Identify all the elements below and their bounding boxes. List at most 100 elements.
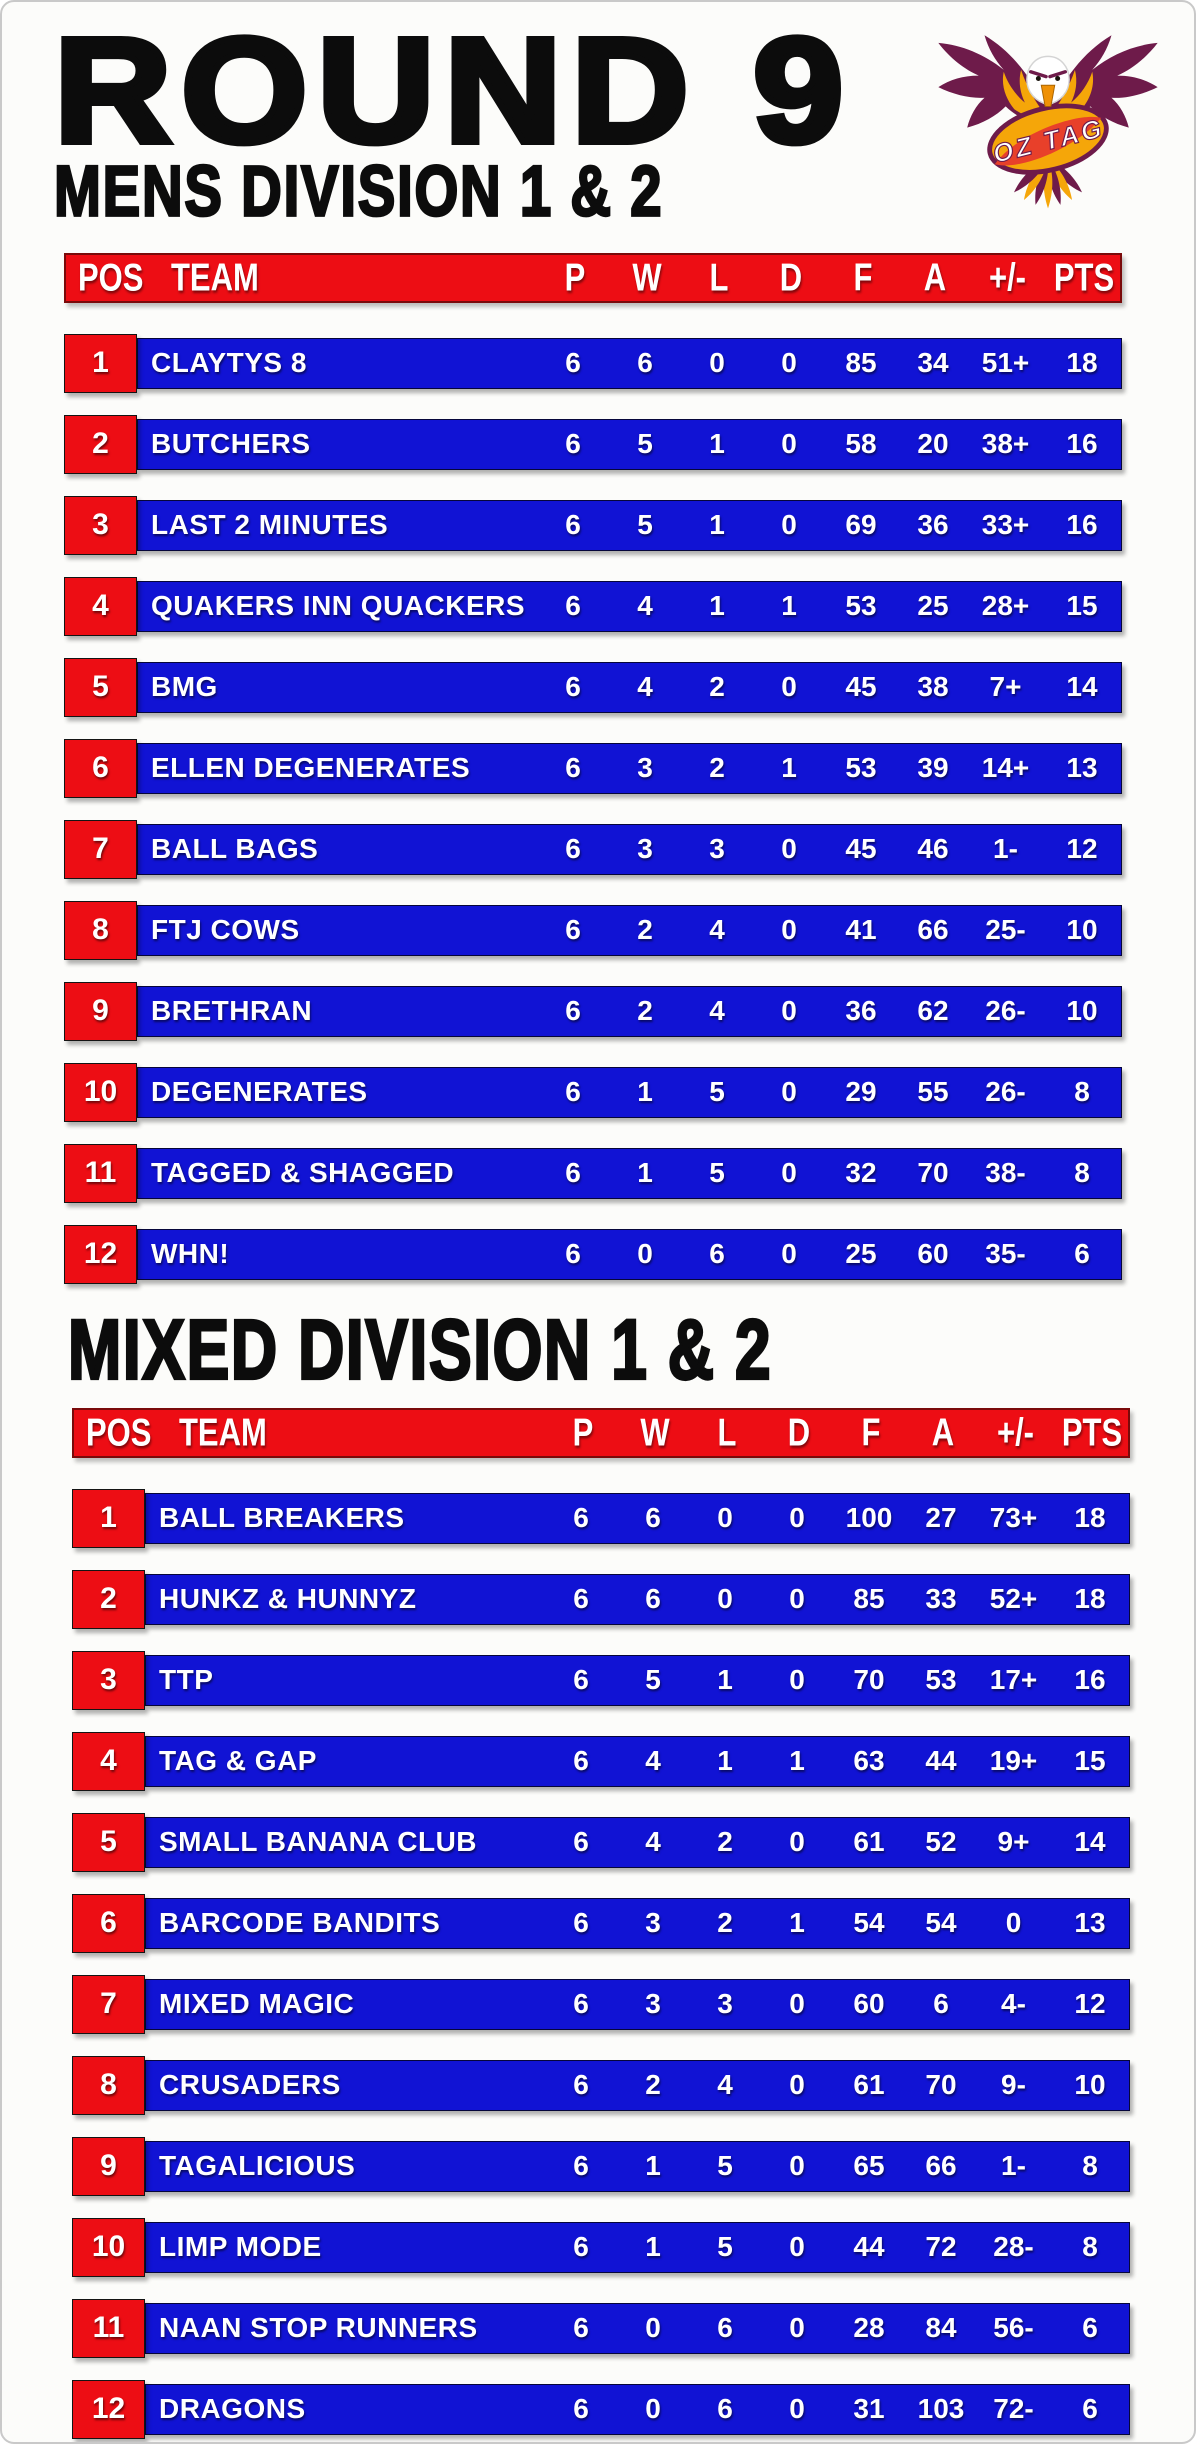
wins-cell: 5: [637, 509, 653, 541]
losses-cell: 6: [709, 1238, 725, 1270]
oz-tag-ball-icon: OZ TAG: [987, 103, 1109, 175]
points-cell: 13: [1066, 752, 1098, 784]
table-row: 12 WHN! 6 0 6 0 25 60 35- 6: [64, 1224, 1122, 1284]
position-badge: 3: [64, 495, 137, 555]
played-cell: 6: [565, 347, 581, 379]
wins-cell: 3: [637, 833, 653, 865]
col-draws: D: [787, 1410, 811, 1455]
losses-cell: 4: [717, 2069, 733, 2101]
position-badge: 8: [64, 900, 137, 960]
for-cell: 32: [845, 1157, 877, 1189]
row-bar: [137, 904, 1122, 956]
position-badge: 5: [72, 1812, 145, 1872]
table-row: 10 DEGENERATES 6 1 5 0 29 55 26- 8: [64, 1062, 1122, 1122]
row-bar: [137, 661, 1122, 713]
against-cell: 70: [917, 1157, 949, 1189]
against-cell: 33: [925, 1583, 957, 1615]
plusminus-cell: 38+: [981, 428, 1030, 460]
points-cell: 14: [1074, 1826, 1106, 1858]
table-row: 5 BMG 6 4 2 0 45 38 7+ 14: [64, 657, 1122, 717]
position-badge: 5: [64, 657, 137, 717]
against-cell: 66: [925, 2150, 957, 2182]
wins-cell: 1: [645, 2150, 661, 2182]
col-team: TEAM: [171, 255, 259, 300]
row-grid: LIMP MODE 6 1 5 0 44 72 28- 8: [72, 2218, 1130, 2277]
team-cell: QUAKERS INN QUACKERS: [151, 590, 526, 622]
against-cell: 6: [933, 1988, 949, 2020]
plusminus-cell: 73+: [989, 1502, 1038, 1534]
against-cell: 39: [917, 752, 949, 784]
row-bar: [137, 823, 1122, 875]
position-badge: 11: [64, 1143, 137, 1203]
points-cell: 8: [1082, 2231, 1098, 2263]
plusminus-cell: 19+: [989, 1745, 1038, 1777]
losses-cell: 2: [709, 752, 725, 784]
draws-cell: 0: [781, 509, 797, 541]
row-grid: BRETHRAN 6 2 4 0 36 62 26- 10: [64, 982, 1122, 1041]
wins-cell: 4: [637, 671, 653, 703]
plusminus-cell: 56-: [993, 2312, 1034, 2344]
position-badge: 10: [72, 2217, 145, 2277]
plusminus-cell: 17+: [989, 1664, 1038, 1696]
mens-division-heading: MENS DIVISION 1 & 2: [53, 150, 664, 232]
position-badge: 1: [72, 1488, 145, 1548]
losses-cell: 1: [709, 428, 725, 460]
table-row: 3 LAST 2 MINUTES 6 5 1 0 69 36 33+ 16: [64, 495, 1122, 555]
draws-cell: 0: [789, 2069, 805, 2101]
points-cell: 14: [1066, 671, 1098, 703]
row-grid: BUTCHERS 6 5 1 0 58 20 38+ 16: [64, 415, 1122, 474]
losses-cell: 5: [717, 2231, 733, 2263]
losses-cell: 4: [709, 914, 725, 946]
wins-cell: 3: [645, 1907, 661, 1939]
for-cell: 69: [845, 509, 877, 541]
for-cell: 58: [845, 428, 877, 460]
position-badge: 10: [64, 1062, 137, 1122]
mixed-rows: 1 BALL BREAKERS 6 6 0 0 100 27 73+ 18 2 HUNKZ & HUN…: [72, 1458, 1130, 2439]
table-row: 2 BUTCHERS 6 5 1 0 58 20 38+ 16: [64, 414, 1122, 474]
table-row: 11 TAGGED & SHAGGED 6 1 5 0 32 70 38- 8: [64, 1143, 1122, 1203]
team-cell: BARCODE BANDITS: [159, 1907, 441, 1939]
played-cell: 6: [565, 1157, 581, 1189]
draws-cell: 0: [781, 1238, 797, 1270]
for-cell: 63: [853, 1745, 885, 1777]
team-cell: NAAN STOP RUNNERS: [159, 2312, 478, 2344]
against-cell: 44: [925, 1745, 957, 1777]
played-cell: 6: [573, 2069, 589, 2101]
col-against: A: [923, 255, 947, 300]
played-cell: 6: [573, 2231, 589, 2263]
points-cell: 10: [1074, 2069, 1106, 2101]
points-cell: 8: [1074, 1076, 1090, 1108]
mens-rows: 1 CLAYTYS 8 6 6 0 0 85 34 51+ 18 2 BUTCHERS 6 5 1 0 58 20…: [64, 303, 1122, 1284]
row-grid: TAG & GAP 6 4 1 1 63 44 19+ 15: [72, 1732, 1130, 1791]
points-cell: 10: [1066, 995, 1098, 1027]
row-bar: [145, 1654, 1130, 1706]
plusminus-cell: 4-: [1001, 1988, 1026, 2020]
for-cell: 85: [845, 347, 877, 379]
against-cell: 25: [917, 590, 949, 622]
draws-cell: 0: [781, 671, 797, 703]
draws-cell: 0: [789, 1664, 805, 1696]
col-losses: L: [709, 255, 729, 300]
oz-tag-eagle-logo: OZ TAG: [938, 35, 1158, 209]
position-badge: 3: [72, 1650, 145, 1710]
team-cell: BALL BAGS: [151, 833, 319, 865]
for-cell: 53: [845, 752, 877, 784]
points-cell: 6: [1082, 2312, 1098, 2344]
table-row: 9 TAGALICIOUS 6 1 5 0 65 66 1- 8: [72, 2136, 1130, 2196]
row-grid: BALL BAGS 6 3 3 0 45 46 1- 12: [64, 820, 1122, 879]
table-row: 1 CLAYTYS 8 6 6 0 0 85 34 51+ 18: [64, 333, 1122, 393]
row-bar: [145, 1816, 1130, 1868]
against-cell: 36: [917, 509, 949, 541]
played-cell: 6: [565, 671, 581, 703]
row-grid: QUAKERS INN QUACKERS 6 4 1 1 53 25 28+ 15: [64, 577, 1122, 636]
played-cell: 6: [573, 2312, 589, 2344]
losses-cell: 4: [709, 995, 725, 1027]
wins-cell: 1: [637, 1076, 653, 1108]
plusminus-cell: 51+: [981, 347, 1030, 379]
row-bar: [145, 2140, 1130, 2192]
table-row: 8 FTJ COWS 6 2 4 0 41 66 25- 10: [64, 900, 1122, 960]
against-cell: 54: [925, 1907, 957, 1939]
losses-cell: 2: [717, 1907, 733, 1939]
mens-standings-table: POS TEAM P W L D F A +/- PTS 1 CLAYTYS 8 6…: [64, 252, 1122, 1284]
for-cell: 25: [845, 1238, 877, 1270]
